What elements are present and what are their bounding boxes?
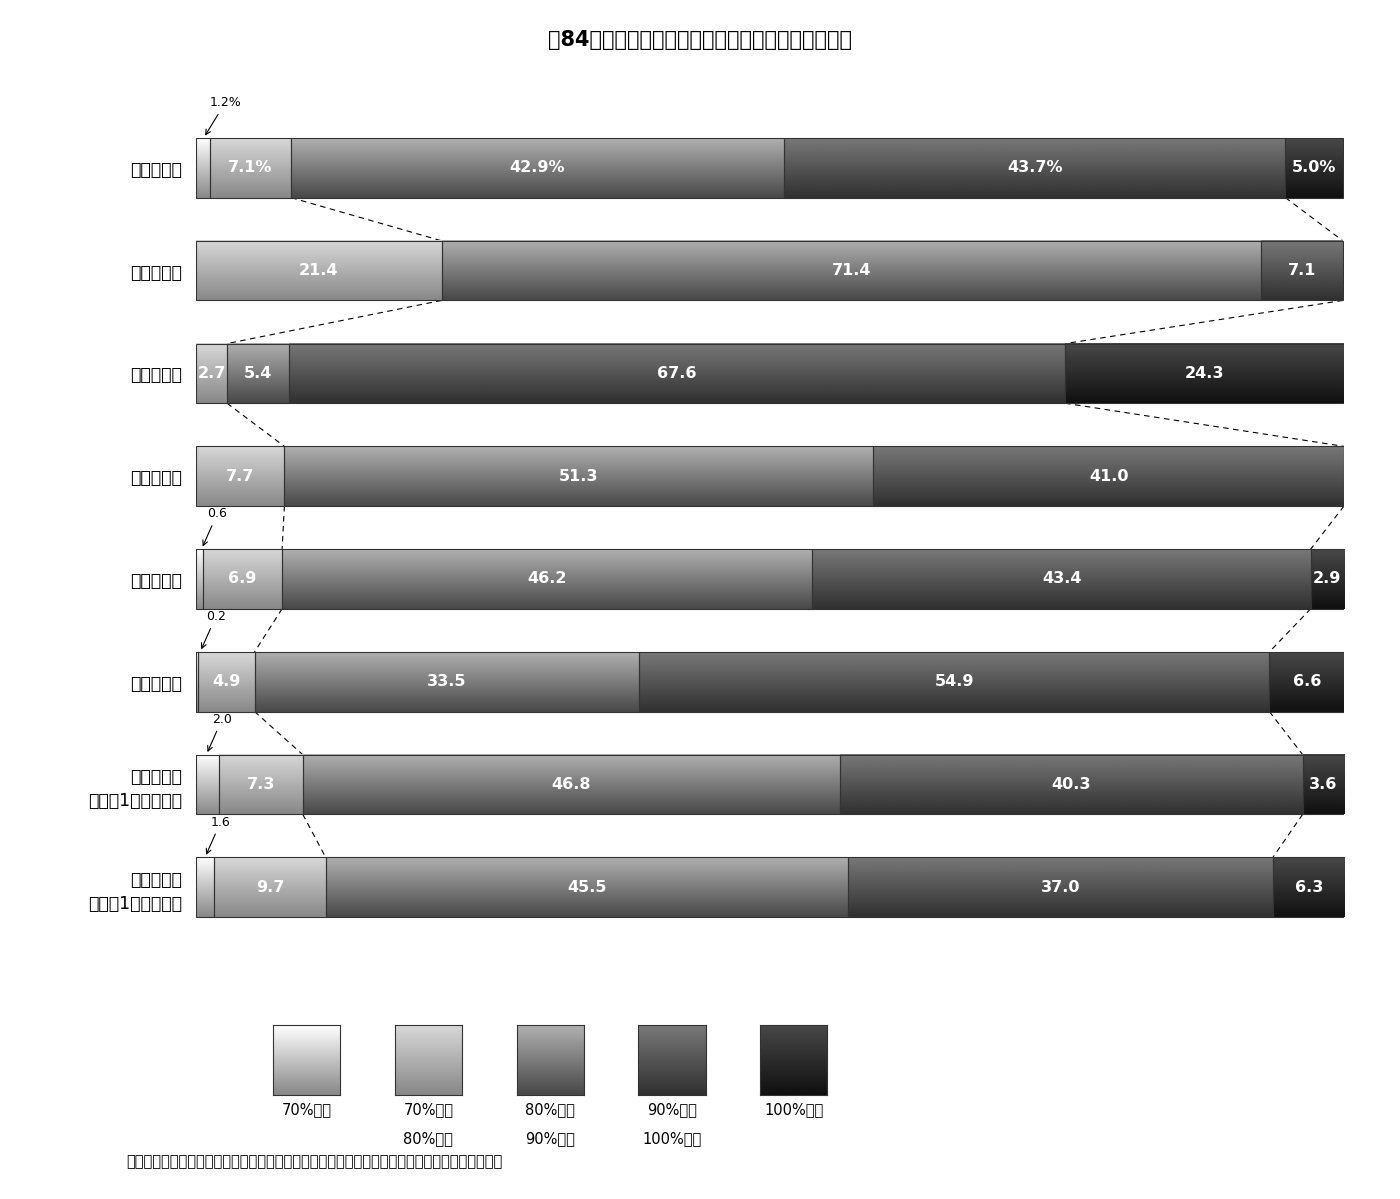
Bar: [441, 241, 1261, 301]
Text: 71.4: 71.4: [832, 263, 871, 278]
Bar: [214, 857, 326, 917]
Bar: [218, 754, 302, 814]
Text: 5.0%: 5.0%: [1292, 161, 1337, 175]
Text: 37.0: 37.0: [1040, 880, 1081, 894]
Text: 43.7%: 43.7%: [1007, 161, 1063, 175]
Bar: [196, 138, 210, 198]
Text: 7.1%: 7.1%: [228, 161, 273, 175]
Text: 24.3: 24.3: [1184, 366, 1224, 381]
Text: 90%以上: 90%以上: [647, 1102, 697, 1117]
Bar: [196, 241, 441, 301]
Bar: [203, 549, 283, 609]
Bar: [1065, 344, 1344, 403]
Text: 67.6: 67.6: [657, 366, 697, 381]
Bar: [196, 344, 227, 403]
Bar: [848, 857, 1273, 917]
Bar: [1261, 241, 1343, 301]
Text: 45.5: 45.5: [567, 880, 606, 894]
Text: 6.9: 6.9: [228, 572, 256, 586]
Text: 2.9: 2.9: [1313, 572, 1341, 586]
Text: 80%未満: 80%未満: [403, 1131, 454, 1146]
Text: 70%未満: 70%未満: [281, 1102, 332, 1117]
Text: 54.9: 54.9: [935, 674, 974, 689]
Text: 33.5: 33.5: [427, 674, 466, 689]
Bar: [283, 549, 812, 609]
Text: 第84図　団体規模別経常収支比率の状況（構成比）: 第84図 団体規模別経常収支比率の状況（構成比）: [547, 30, 853, 50]
Text: 21.4: 21.4: [300, 263, 339, 278]
Text: 7.3: 7.3: [246, 777, 274, 793]
Text: 7.1: 7.1: [1288, 263, 1316, 278]
Text: 3.6: 3.6: [1309, 777, 1337, 793]
Bar: [640, 652, 1270, 711]
Text: 6.6: 6.6: [1294, 674, 1322, 689]
Bar: [227, 344, 288, 403]
Bar: [326, 857, 848, 917]
Text: 70%以上: 70%以上: [403, 1102, 454, 1117]
Bar: [196, 857, 214, 917]
Text: 9.7: 9.7: [256, 880, 284, 894]
Bar: [255, 652, 640, 711]
Bar: [199, 652, 255, 711]
Text: 2.0: 2.0: [207, 713, 232, 751]
Text: 1.2%: 1.2%: [206, 96, 241, 134]
Text: 90%未満: 90%未満: [525, 1131, 575, 1146]
Bar: [1273, 857, 1345, 917]
Bar: [1310, 549, 1344, 609]
Text: 5.4: 5.4: [244, 366, 272, 381]
Bar: [288, 344, 1065, 403]
Bar: [196, 652, 199, 711]
Text: 51.3: 51.3: [559, 469, 599, 483]
Bar: [210, 138, 291, 198]
Bar: [812, 549, 1310, 609]
Bar: [840, 754, 1302, 814]
Text: 100%未満: 100%未満: [643, 1131, 701, 1146]
Bar: [196, 446, 284, 506]
Bar: [1285, 138, 1343, 198]
Text: 46.2: 46.2: [528, 572, 567, 586]
Bar: [874, 446, 1344, 506]
Text: 0.2: 0.2: [202, 610, 225, 649]
Text: 46.8: 46.8: [552, 777, 591, 793]
Bar: [1270, 652, 1345, 711]
Text: 2.7: 2.7: [197, 366, 225, 381]
Bar: [284, 446, 874, 506]
Text: 100%以上: 100%以上: [764, 1102, 823, 1117]
Bar: [196, 549, 203, 609]
Bar: [1302, 754, 1344, 814]
Bar: [302, 754, 840, 814]
Text: 43.4: 43.4: [1042, 572, 1081, 586]
Text: 4.9: 4.9: [213, 674, 241, 689]
Bar: [784, 138, 1285, 198]
Bar: [196, 754, 218, 814]
Text: 0.6: 0.6: [203, 507, 227, 546]
Text: 1.6: 1.6: [206, 815, 231, 854]
Text: （注）　「市町村合計」は、大都市、中核市、特例市、中都市、小都市及び町村の合計である。: （注） 「市町村合計」は、大都市、中核市、特例市、中都市、小都市及び町村の合計で…: [126, 1153, 503, 1169]
Text: 7.7: 7.7: [225, 469, 255, 483]
Text: 42.9%: 42.9%: [510, 161, 566, 175]
Bar: [291, 138, 784, 198]
Text: 6.3: 6.3: [1295, 880, 1323, 894]
Text: 80%以上: 80%以上: [525, 1102, 575, 1117]
Text: 40.3: 40.3: [1051, 777, 1091, 793]
Text: 41.0: 41.0: [1089, 469, 1128, 483]
